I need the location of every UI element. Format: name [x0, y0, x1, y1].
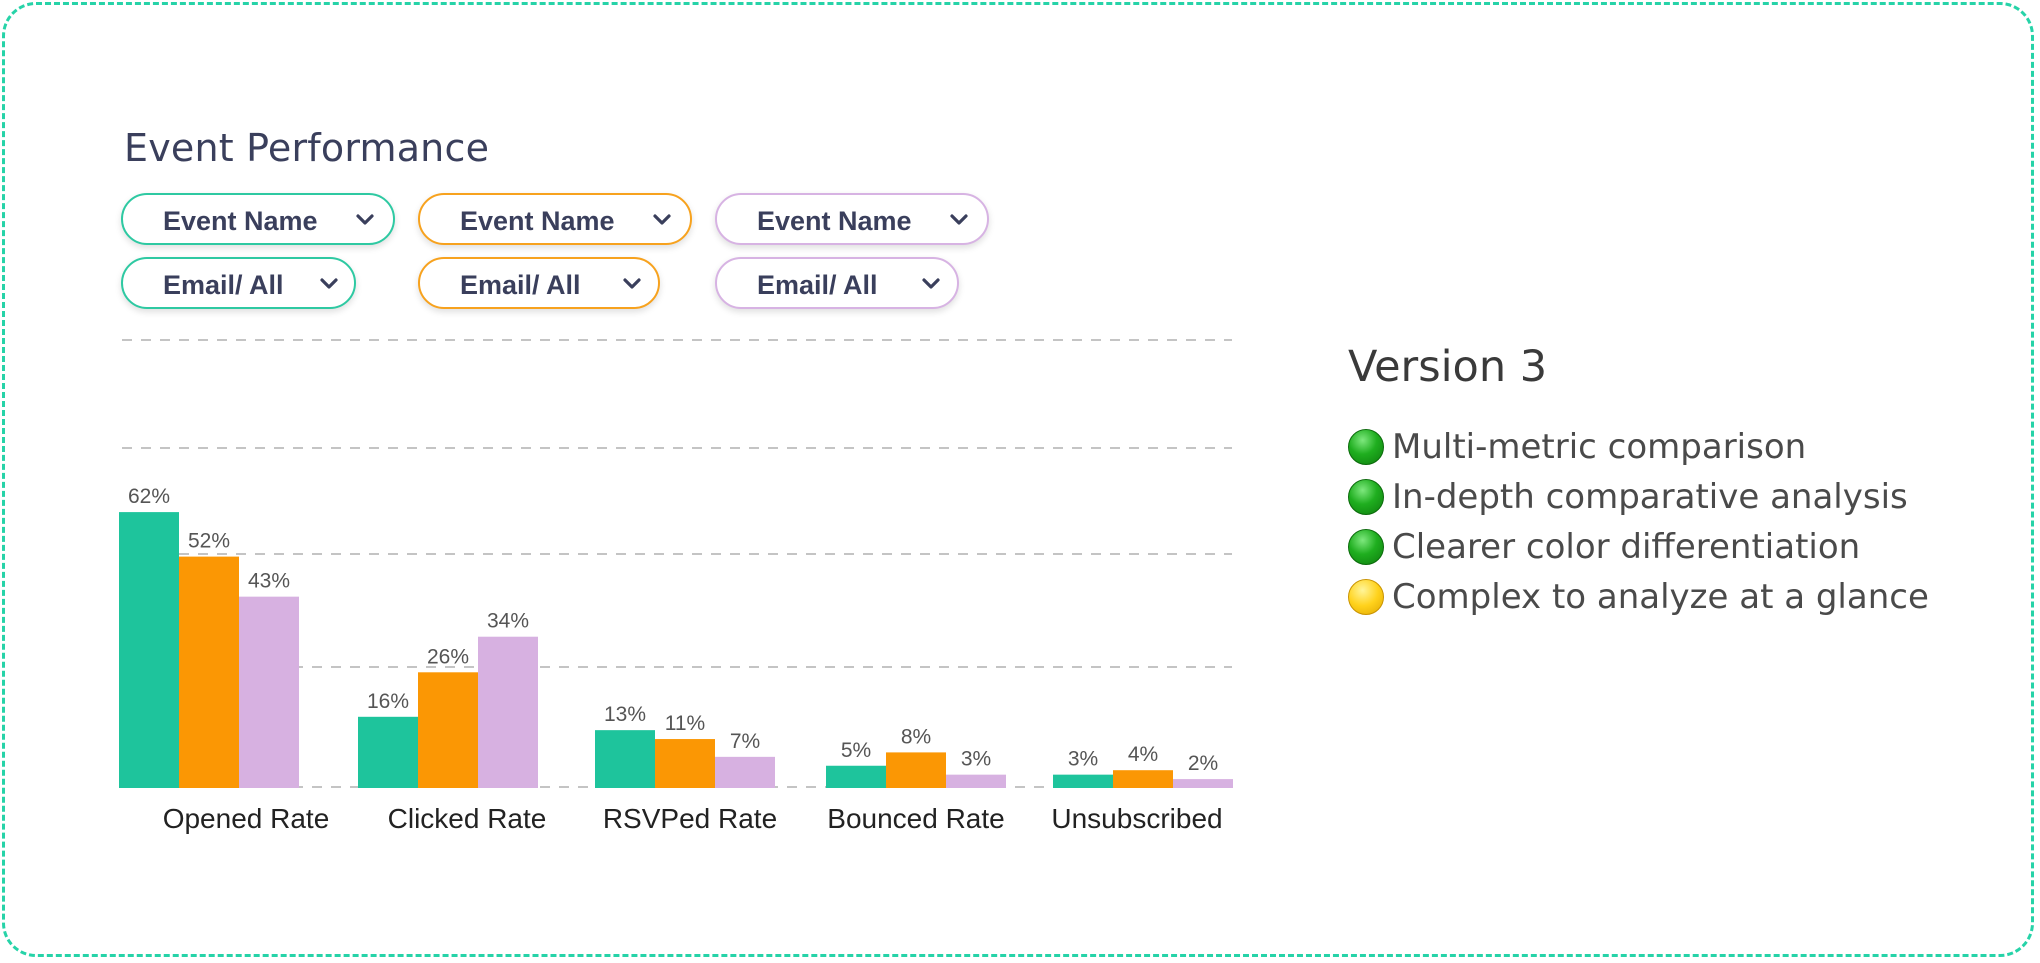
category-label: Bounced Rate	[827, 803, 1004, 834]
list-item: Clearer color differentiation	[1348, 525, 1860, 569]
bar	[1113, 770, 1173, 788]
green-circle-icon	[1348, 429, 1384, 465]
bar	[179, 556, 239, 788]
green-circle-icon	[1348, 529, 1384, 565]
list-item-text: Complex to analyze at a glance	[1392, 577, 1929, 617]
yellow-circle-icon	[1348, 579, 1384, 615]
bar	[119, 512, 179, 788]
bar-value-label: 34%	[487, 610, 529, 633]
bar-value-label: 8%	[901, 725, 931, 748]
bar-value-label: 4%	[1128, 743, 1158, 766]
bar	[478, 636, 538, 788]
chevron-down-icon	[921, 276, 941, 292]
bar-value-label: 62%	[128, 485, 170, 508]
chevron-down-icon	[319, 276, 339, 292]
bar-value-label: 16%	[367, 690, 409, 713]
bar-value-label: 11%	[665, 712, 705, 735]
event-name-dropdown-3[interactable]: Event Name	[715, 193, 989, 245]
bar	[826, 765, 886, 788]
bar	[886, 752, 946, 788]
bar-value-label: 3%	[1068, 748, 1098, 771]
category-label: Clicked Rate	[388, 803, 547, 834]
bar	[655, 739, 715, 788]
bar-value-label: 43%	[248, 570, 290, 593]
list-item: Complex to analyze at a glance	[1348, 575, 1929, 619]
chart-title: Event Performance	[124, 126, 490, 170]
email-filter-label: Email/ All	[757, 270, 878, 300]
bar	[358, 716, 418, 788]
bar-value-label: 2%	[1188, 752, 1218, 775]
bar	[418, 672, 478, 788]
bar-value-label: 3%	[961, 748, 991, 771]
chevron-down-icon	[949, 212, 969, 228]
version-title: Version 3	[1348, 342, 1548, 392]
bar-value-label: 7%	[730, 730, 760, 753]
bar	[946, 774, 1006, 788]
category-label: Unsubscribed	[1051, 803, 1222, 834]
category-label: Opened Rate	[163, 803, 330, 834]
chevron-down-icon	[355, 212, 375, 228]
bar-value-label: 5%	[841, 739, 871, 762]
email-filter-dropdown-3[interactable]: Email/ All	[715, 257, 959, 309]
list-item: In-depth comparative analysis	[1348, 475, 1908, 519]
email-filter-label: Email/ All	[163, 270, 284, 300]
bar-value-label: 13%	[604, 703, 646, 726]
event-name-label: Event Name	[460, 206, 615, 236]
green-circle-icon	[1348, 479, 1384, 515]
event-name-dropdown-1[interactable]: Event Name	[121, 193, 395, 245]
chevron-down-icon	[652, 212, 672, 228]
list-item-text: In-depth comparative analysis	[1392, 477, 1908, 517]
bar-value-label: 52%	[188, 530, 230, 553]
bar-chart: 62% 16% 13% 5% 3% 52% 26% 11% 8% 4% 43% 34% 7% 3% 2% Op…	[119, 339, 1233, 834]
bar-value-label: 26%	[427, 645, 469, 668]
bar	[715, 756, 775, 788]
bar	[239, 596, 299, 788]
list-item-text: Clearer color differentiation	[1392, 527, 1861, 567]
bar	[595, 730, 655, 788]
event-name-dropdown-2[interactable]: Event Name	[418, 193, 692, 245]
list-item: Multi-metric comparison	[1348, 425, 1806, 469]
event-name-label: Event Name	[757, 206, 912, 236]
email-filter-dropdown-2[interactable]: Email/ All	[418, 257, 660, 309]
event-name-label: Event Name	[163, 206, 318, 236]
email-filter-dropdown-1[interactable]: Email/ All	[121, 257, 356, 309]
category-label: RSVPed Rate	[603, 803, 777, 834]
bar	[1173, 779, 1233, 788]
bar	[1053, 774, 1113, 788]
chevron-down-icon	[622, 276, 642, 292]
list-item-text: Multi-metric comparison	[1392, 427, 1807, 467]
email-filter-label: Email/ All	[460, 270, 581, 300]
